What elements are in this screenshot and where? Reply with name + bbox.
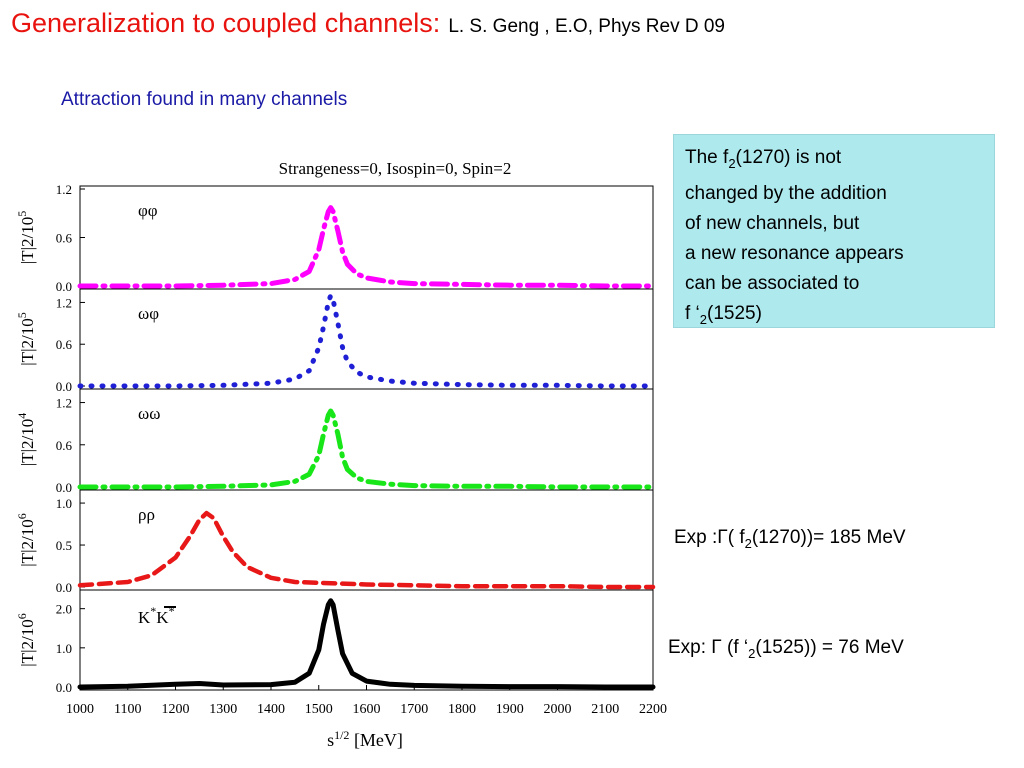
y-tick-label: 2.0 — [56, 602, 72, 617]
panel-frame — [79, 589, 654, 691]
slide-subtitle: Attraction found in many channels — [61, 89, 348, 110]
title-colon: : — [432, 8, 441, 38]
title-main: Generalization to coupled channels — [11, 8, 433, 38]
note-text: (1270) is not — [735, 147, 842, 168]
x-tick-label: 2100 — [591, 702, 619, 717]
channel-label: ρρ — [138, 505, 155, 524]
x-tick-label: 1500 — [305, 702, 333, 717]
y-tick-label: 0.0 — [56, 680, 72, 695]
channel-label: K*K* — [138, 604, 175, 627]
y-tick-label: 0.6 — [56, 231, 73, 246]
y-tick-label: 1.2 — [56, 182, 72, 197]
x-tick-label: 1300 — [209, 702, 237, 717]
x-tick-label: 1700 — [400, 702, 428, 717]
y-tick-label: 0.0 — [56, 379, 72, 394]
series-line — [77, 408, 656, 490]
y-tick-label: 0.6 — [56, 438, 73, 453]
exp-width-f2-1525: Exp: Γ (f ‘2(1525)) = 76 MeV — [668, 637, 904, 661]
panel-frame — [79, 388, 654, 491]
y-axis-label: |T|2/105 — [15, 312, 37, 365]
series-line — [77, 205, 656, 289]
series-line — [77, 510, 656, 590]
exp-text: (1525)) = 76 MeV — [755, 637, 904, 658]
note-line-4: a new resonance appears — [685, 242, 904, 264]
panel-frame — [79, 185, 654, 290]
channel-label: φφ — [138, 201, 158, 220]
y-tick-label: 0.0 — [56, 480, 72, 495]
y-tick-label: 0.5 — [56, 538, 72, 553]
y-tick-label: 1.0 — [56, 496, 72, 511]
y-tick-label: 0.6 — [56, 337, 73, 352]
x-axis-label: s1/2 [MeV] — [327, 728, 403, 750]
x-tick-label: 1600 — [353, 702, 381, 717]
note-subscript: 2 — [699, 311, 708, 327]
x-tick-label: 1900 — [496, 702, 524, 717]
reference-citation: L. S. Geng , E.O, Phys Rev D 09 — [448, 16, 725, 37]
panel-1: 0.0 0.6 1.2 |T|2/105 ωφ — [15, 288, 656, 394]
note-line-6: f ‘2(1525) — [685, 299, 988, 335]
panel-frame — [79, 489, 654, 591]
panel-frame — [79, 288, 654, 390]
x-tick-label: 1400 — [257, 702, 285, 717]
note-subscript: 2 — [728, 155, 736, 171]
x-tick-label: 1000 — [66, 702, 94, 717]
series-line — [77, 598, 656, 690]
chart-title: Strangeness=0, Isospin=0, Spin=2 — [279, 159, 512, 178]
exp-text: Exp :Γ( f — [674, 527, 745, 548]
note-line-1: The f2(1270) is not — [685, 143, 988, 179]
channel-label: ωφ — [138, 304, 159, 323]
note-line-2: changed by the addition — [685, 182, 887, 204]
exp-subscript: 2 — [748, 645, 756, 661]
y-axis-label: |T|2/105 — [15, 211, 37, 264]
y-tick-label: 1.0 — [56, 641, 72, 656]
exp-text: Exp: Γ (f ‘ — [668, 637, 749, 658]
y-tick-label: 0.0 — [56, 279, 72, 294]
channel-label: ωω — [138, 404, 160, 423]
note-text: The f — [685, 147, 729, 168]
x-tick-label: 2200 — [639, 702, 667, 717]
x-tick-label: 1200 — [162, 702, 190, 717]
note-line-3: of new channels, but — [685, 212, 860, 234]
x-tick-label: 2000 — [544, 702, 572, 717]
note-box: The f2(1270) is not changed by the addit… — [673, 134, 995, 328]
x-tick-label: 1100 — [114, 702, 141, 717]
panel-0: 0.0 0.6 1.2 |T|2/105 φφ — [15, 182, 656, 294]
exp-text: (1270))= 185 MeV — [751, 527, 906, 548]
y-tick-label: 1.2 — [56, 295, 72, 310]
exp-subscript: 2 — [744, 535, 752, 551]
y-axis-label: |T|2/104 — [15, 413, 37, 466]
slide-title: Generalization to coupled channels: L. S… — [11, 8, 725, 39]
exp-width-f2-1270: Exp :Γ( f2(1270))= 185 MeV — [674, 527, 906, 551]
y-axis-label: |T|2/106 — [15, 613, 37, 666]
note-text: f ‘ — [685, 302, 700, 324]
panel-2: 0.0 0.6 1.2 |T|2/104 ωω — [15, 388, 656, 495]
note-text: (1525) — [707, 302, 762, 324]
x-tick-label: 1800 — [448, 702, 476, 717]
note-line-5: can be associated to — [685, 272, 860, 294]
y-tick-label: 0.0 — [56, 580, 72, 595]
y-axis-label: |T|2/106 — [15, 513, 37, 566]
panel-3: 0.0 0.5 1.0 |T|2/106 ρρ — [15, 489, 656, 595]
series-line — [77, 293, 656, 389]
y-tick-label: 1.2 — [56, 396, 72, 411]
panel-4: 0.0 1.0 2.0 |T|2/106 K*K* — [15, 589, 656, 695]
